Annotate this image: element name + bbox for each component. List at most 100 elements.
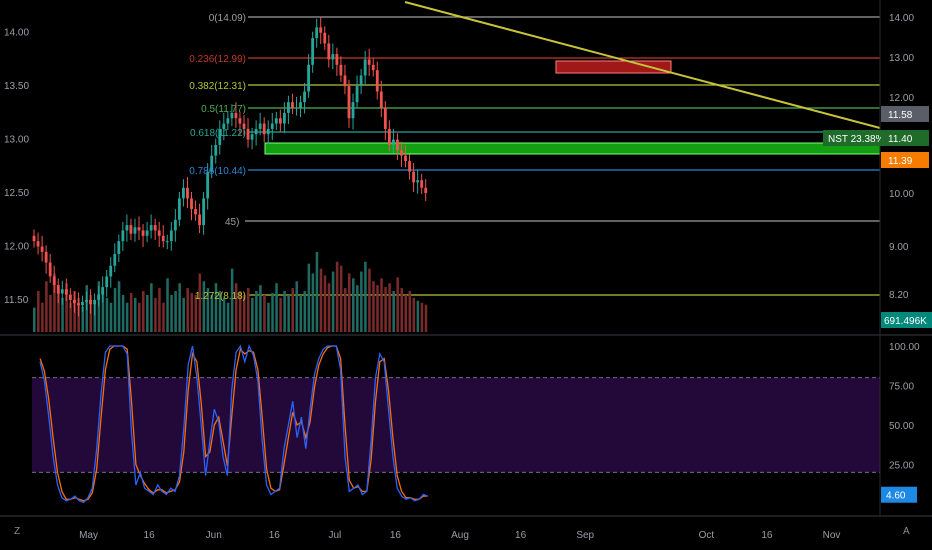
volume-bar [352,278,355,332]
volume-bar [343,288,347,332]
volume-bar [251,297,254,332]
volume-bar [202,281,206,332]
volume-bar [53,273,56,332]
candle-body [194,209,197,215]
volume-bar [101,291,105,332]
candle-body [133,227,137,234]
chart-settings-icon[interactable]: Z [14,526,21,537]
candle-body [351,102,355,119]
candle-body [274,118,278,124]
volume-bar [190,292,194,332]
candle-body [238,118,242,124]
candle-body [387,128,391,145]
candle-body [295,107,298,109]
candle-body [303,91,306,103]
volume-bar [178,283,181,332]
volume-bar [412,297,416,332]
volume-bar [146,294,149,332]
volume-bar [234,283,238,332]
candle-body [270,123,274,129]
candle-body [85,299,88,303]
volume-bar [218,291,222,332]
candle-body [234,112,238,119]
fib-label: 0.382(12.31) [189,81,246,92]
candle-body [339,64,343,76]
fib-label: 0.618(11.22) [190,128,246,139]
candle-body [97,294,101,300]
stoch-band [32,377,880,473]
candle-body [190,198,193,210]
fibonacci-labels: 0(14.09) 0.236(12.99) 0.382(12.31) 0.5(11.7… [189,13,246,302]
right-price-tick: 9.00 [889,242,909,253]
candle-body [420,180,424,188]
candle-body [32,235,36,242]
fib-label: 1.272(8.18) [195,291,246,302]
volume-bar [303,291,307,332]
candle-body [391,139,395,145]
stoch-k-line [39,344,428,504]
volume-bar [69,302,72,332]
volume-bar [170,294,173,332]
volume-bar [121,294,125,332]
candle-body [68,294,72,300]
volume-bar [137,302,141,332]
nst-label-badge [823,130,881,146]
time-tick: May [79,530,98,541]
candle-body [424,187,428,194]
candle-body [105,276,109,288]
time-tick: Aug [451,530,469,541]
candle-body [254,128,258,135]
volume-bar [109,302,113,332]
volume-bar [255,291,258,332]
trendline[interactable] [404,1,881,129]
candle-body [153,225,157,231]
fib-label: 0.236(12.99) [189,54,246,65]
candle-body [282,112,286,124]
volume-bar [129,292,133,332]
nst-value-badge [881,130,929,146]
candle-body [109,265,113,277]
volume-bar [57,288,60,332]
time-tick: Sep [576,530,594,541]
volume-badge-text: 691.496K [884,316,927,327]
volume-bar [396,277,399,332]
candle-body [161,235,165,242]
candle-body [396,139,399,151]
volume-bar [335,261,339,332]
stoch-d-line [39,345,428,502]
volume-bar [376,285,379,332]
candle-body [291,102,294,108]
volume-bar [271,292,274,332]
volume-bar [388,283,391,332]
candle-body [137,227,141,231]
volume-bar [97,281,101,332]
candlesticks[interactable] [32,16,428,317]
last-price-text: 11.58 [888,110,913,121]
volume-bar [117,281,121,332]
volume-bar [295,281,299,332]
volume-bar [311,273,315,332]
volume-bar [133,297,137,332]
auto-scale-button[interactable]: A [903,526,910,537]
volume-bar [315,252,319,332]
candle-body [299,102,302,108]
volume-bar [198,273,202,332]
volume-bar [267,302,270,332]
candle-body [40,246,44,252]
candle-body [404,155,407,161]
volume-bar [372,281,375,332]
volume-bar [291,288,294,332]
candle-body [169,230,173,242]
candle-body [214,144,218,156]
candle-body [383,107,387,129]
volume-bar [61,297,64,332]
candle-body [44,251,48,263]
left-price-tick: 11.50 [4,295,29,306]
candle-body [371,64,375,71]
candle-body [327,43,331,60]
left-price-tick: 14.00 [4,28,29,39]
candle-body [77,303,80,306]
volume-bar [327,283,331,332]
candle-body [113,253,117,266]
